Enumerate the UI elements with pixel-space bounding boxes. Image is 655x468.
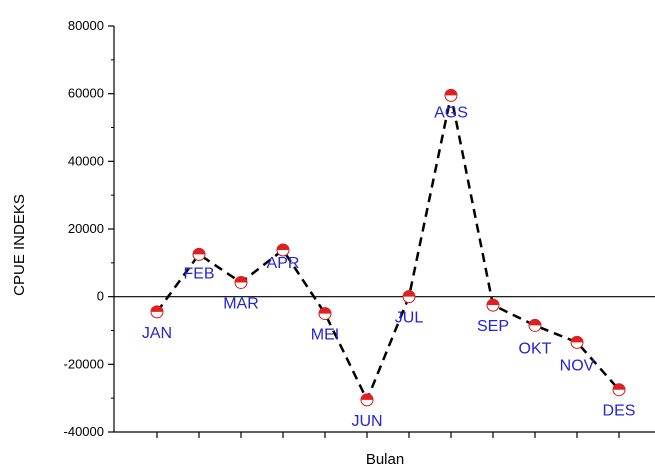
point-label-jan: JAN [142,325,172,342]
point-label-apr: APR [267,255,300,272]
y-tick-label: 80000 [68,18,104,33]
data-point-marker [276,243,290,257]
y-tick-label: 20000 [68,221,104,236]
data-point-marker [528,318,542,332]
point-label-des: DES [603,403,636,420]
point-label-feb: FEB [183,265,214,282]
y-tick-label: -20000 [64,356,104,371]
point-label-jun: JUN [351,413,382,430]
x-axis-title: Bulan [366,451,404,468]
data-point-marker [318,307,332,321]
point-label-sep: SEP [477,318,509,335]
data-point-marker [486,298,500,312]
data-point-marker [234,275,248,289]
data-point-marker [444,88,458,102]
y-tick-label: 40000 [68,153,104,168]
point-label-jul: JUL [395,310,424,327]
point-label-okt: OKT [519,340,552,357]
data-point-marker [402,290,416,304]
data-point-marker [192,247,206,261]
data-point-marker [570,335,584,349]
point-label-mar: MAR [223,295,259,312]
y-tick-label: -40000 [64,424,104,439]
point-label-nov: NOV [560,357,595,374]
data-point-marker [612,383,626,397]
y-tick-label: 0 [97,289,104,304]
chart-series [150,88,626,407]
chart-axes: -40000 -20000 0 20000 40000 60000 80000 [64,18,655,439]
y-axis-title: CPUE INDEKS [11,194,28,296]
data-point-marker [150,305,164,319]
data-point-marker [360,393,374,407]
series-line [155,95,620,403]
point-label-mei: MEI [311,327,339,344]
chart-point-labels: JAN FEB MAR APR MEI JUN JUL AGS SEP OKT NOV DES [142,104,636,430]
y-tick-label: 60000 [68,86,104,101]
point-label-ags: AGS [434,104,468,121]
